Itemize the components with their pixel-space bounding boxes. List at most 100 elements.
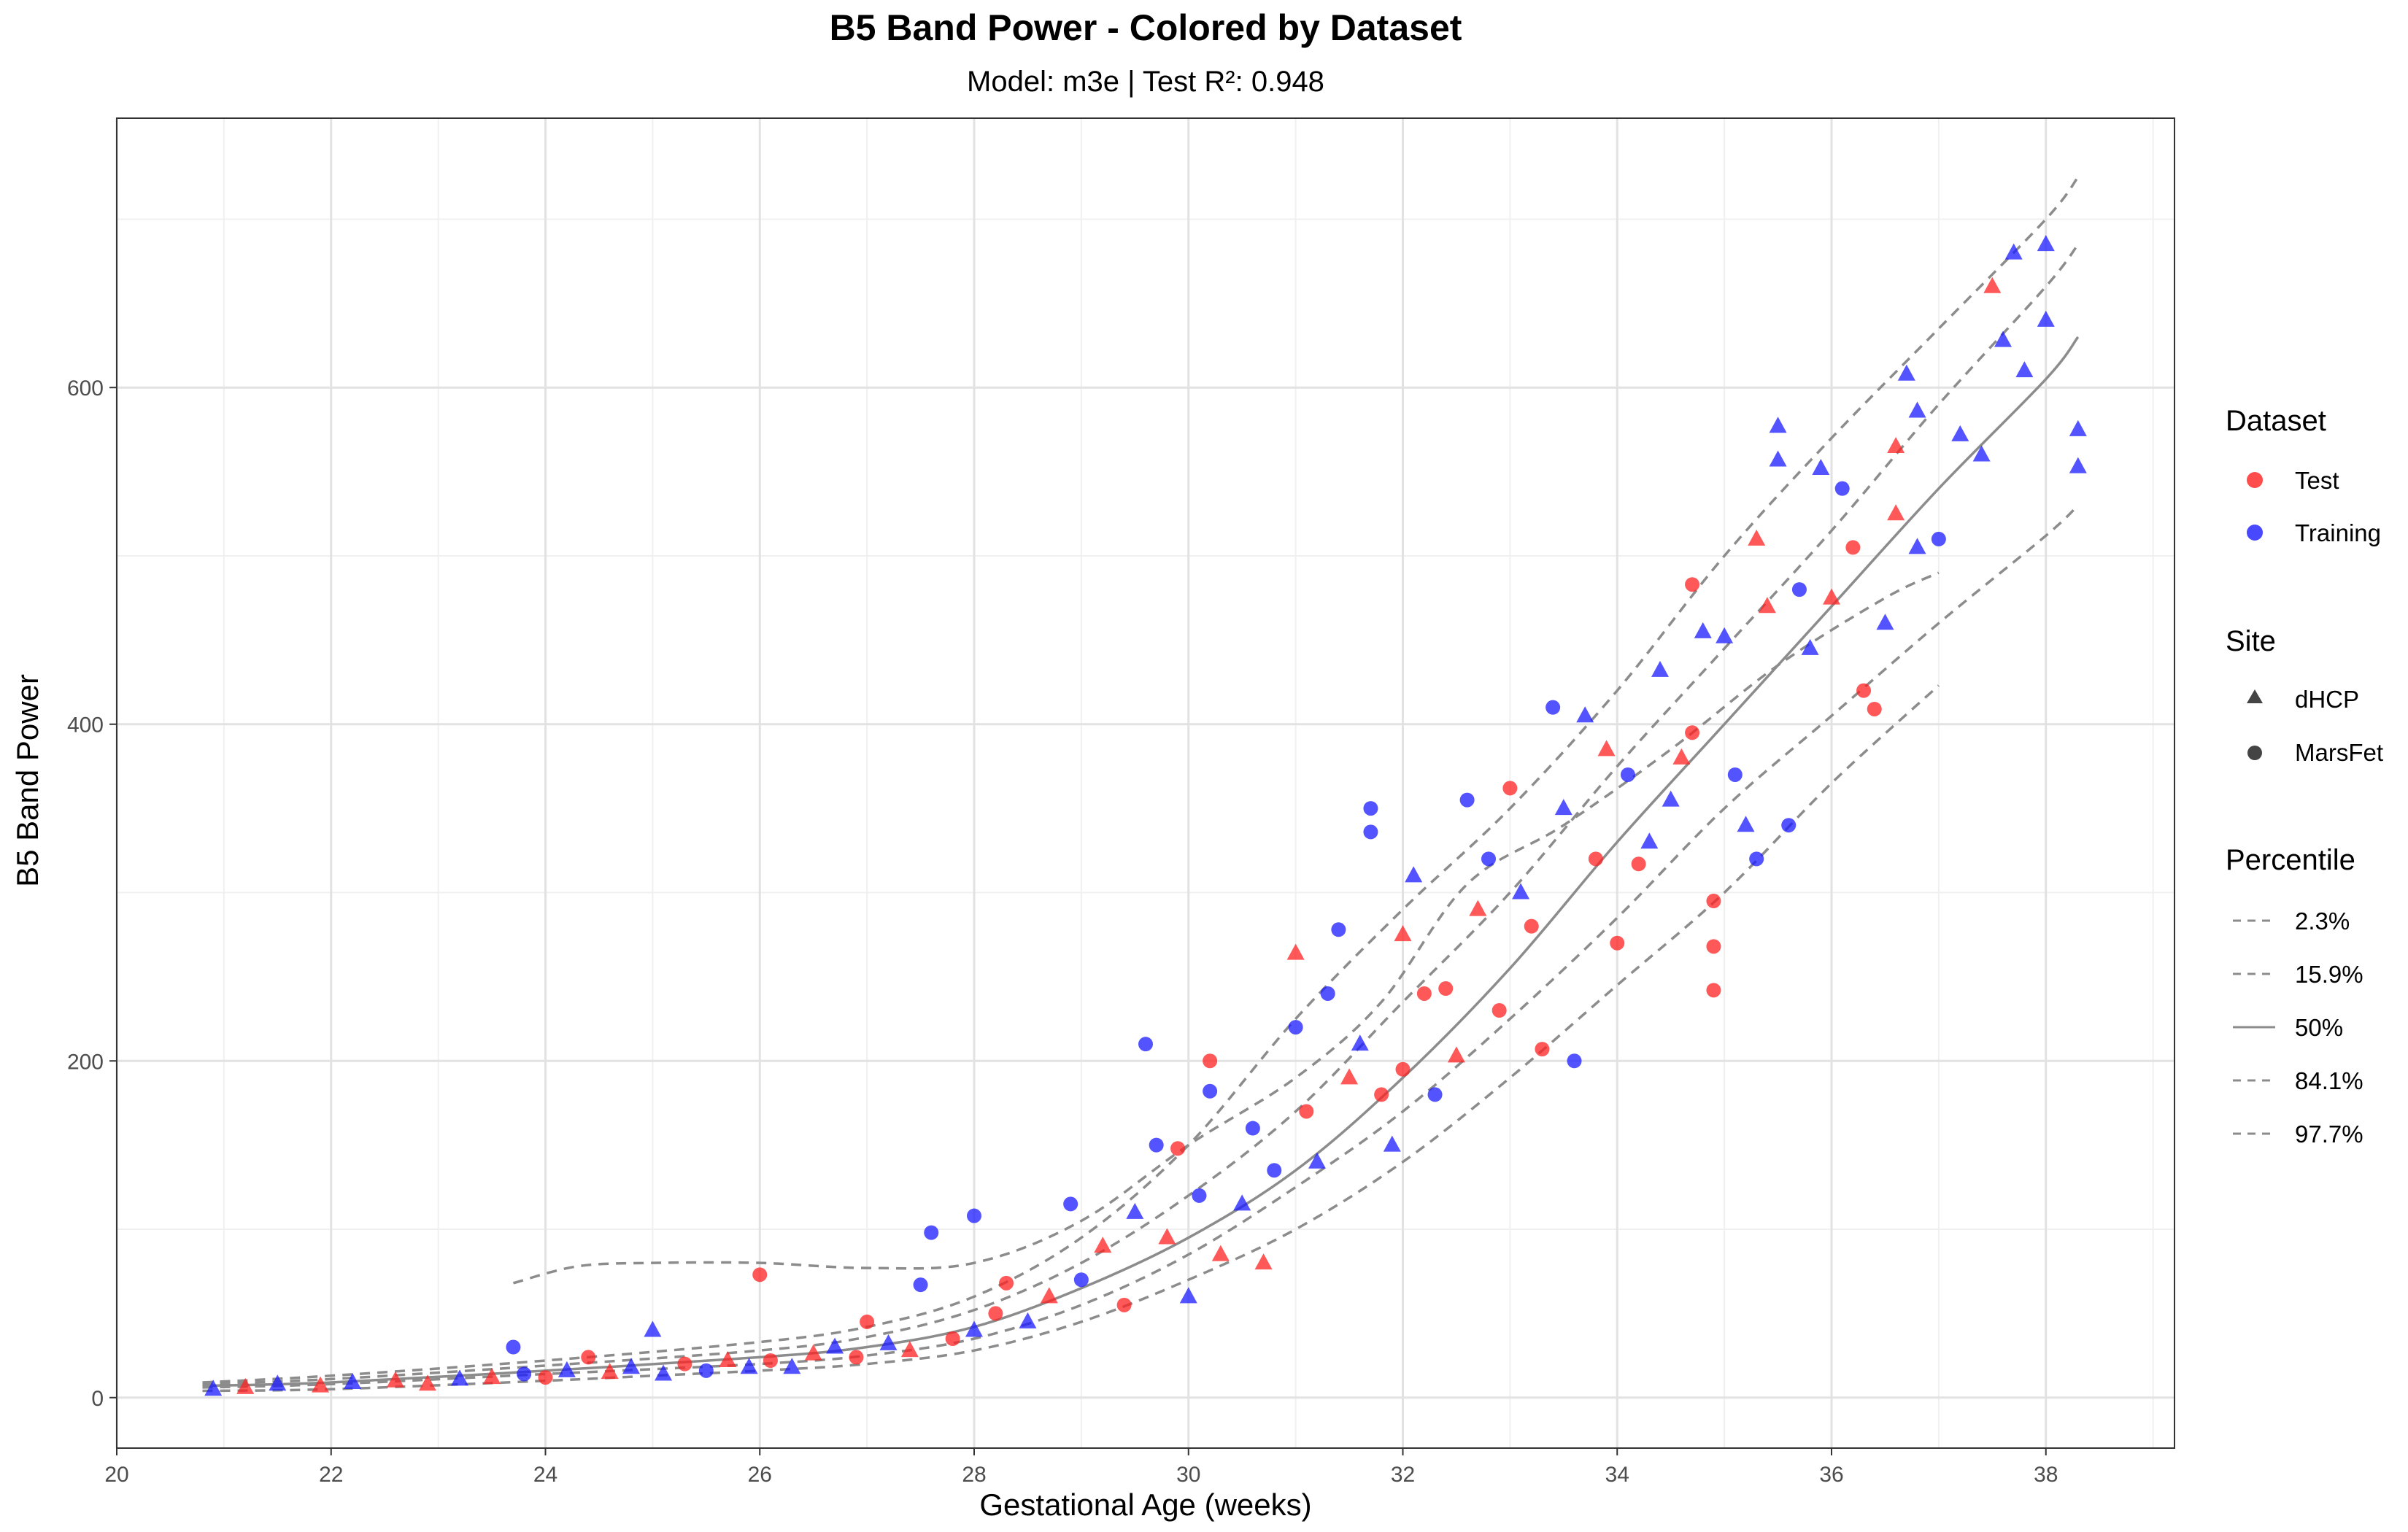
data-point-circle <box>988 1306 1003 1321</box>
data-point-triangle <box>1748 529 1766 546</box>
data-point-triangle <box>1040 1287 1058 1304</box>
data-point-triangle <box>1597 740 1616 757</box>
data-point-circle <box>1192 1188 1207 1203</box>
data-point-circle <box>1524 918 1539 934</box>
legend-p98-label: 97.7% <box>2295 1121 2363 1148</box>
legend-dhcp-label: dHCP <box>2295 686 2359 713</box>
data-point-circle <box>1459 792 1475 808</box>
data-point-circle <box>698 1363 714 1378</box>
data-point-triangle <box>826 1337 844 1354</box>
legend-dhcp-key <box>2247 689 2263 703</box>
data-point-circle <box>1299 1104 1314 1119</box>
data-point-circle <box>581 1350 596 1365</box>
data-point-triangle <box>1812 458 1830 475</box>
data-point-circle <box>1363 801 1378 816</box>
data-point-circle <box>1620 767 1635 782</box>
percentile-curve <box>202 684 1940 1393</box>
data-point-triangle <box>1651 660 1669 677</box>
data-point-triangle <box>1233 1194 1251 1211</box>
data-point-triangle <box>2015 361 2034 378</box>
data-point-circle <box>945 1331 960 1347</box>
data-point-circle <box>677 1356 692 1372</box>
data-point-triangle <box>1887 436 1905 453</box>
percentile-curve <box>202 504 2080 1389</box>
data-point-triangle <box>1469 900 1487 916</box>
data-point-triangle <box>1672 748 1691 765</box>
data-point-triangle <box>1994 330 2012 347</box>
data-point-circle <box>1931 531 1946 546</box>
data-point-triangle <box>783 1358 801 1374</box>
data-point-triangle <box>1769 450 1787 467</box>
x-tick-label: 22 <box>319 1463 343 1487</box>
data-point-triangle <box>1640 832 1659 849</box>
x-tick-label: 24 <box>533 1463 557 1487</box>
data-point-circle <box>1481 851 1496 867</box>
data-point-triangle <box>1983 276 2002 293</box>
data-point-circle <box>1588 851 1603 867</box>
legend-p2-label: 2.3% <box>2295 908 2350 935</box>
data-point-circle <box>763 1353 778 1369</box>
data-point-triangle <box>1158 1228 1176 1245</box>
data-point-circle <box>1331 922 1346 937</box>
x-tick-label: 28 <box>962 1463 986 1487</box>
data-point-triangle <box>1211 1245 1230 1261</box>
data-point-circle <box>913 1277 928 1293</box>
plot-area: 20 22 24 26 28 30 32 34 36 38 0 200 400 600 <box>67 117 2175 1487</box>
data-point-circle <box>1791 582 1807 597</box>
data-point-circle <box>1867 701 1882 716</box>
y-tick-label: 0 <box>91 1387 104 1411</box>
data-point-circle <box>1749 851 1764 867</box>
data-point-circle <box>1567 1053 1582 1069</box>
data-point-circle <box>538 1370 553 1385</box>
legend-test-key <box>2247 472 2263 488</box>
y-tick-label: 600 <box>67 376 104 401</box>
data-point-triangle <box>312 1376 330 1393</box>
data-point-circle <box>1063 1196 1078 1212</box>
data-point-circle <box>1073 1272 1089 1288</box>
data-point-circle <box>1203 1053 1218 1069</box>
data-point-triangle <box>740 1358 758 1374</box>
data-point-triangle <box>1908 401 1926 418</box>
data-point-circle <box>1374 1087 1389 1102</box>
data-point-triangle <box>644 1320 662 1337</box>
data-point-circle <box>1288 1020 1303 1035</box>
data-point-circle <box>1631 856 1646 872</box>
legend-test-label: Test <box>2295 467 2339 494</box>
data-point-triangle <box>1576 706 1594 723</box>
data-point-triangle <box>418 1374 436 1391</box>
data-point-triangle <box>557 1361 576 1377</box>
data-point-triangle <box>1887 504 1905 521</box>
data-point-triangle <box>1019 1312 1037 1328</box>
data-point-triangle <box>1351 1034 1369 1051</box>
data-point-triangle <box>965 1320 983 1337</box>
data-point-triangle <box>1716 627 1734 643</box>
data-point-triangle <box>1286 943 1305 960</box>
data-point-circle <box>1727 767 1743 782</box>
data-point-triangle <box>1758 597 1776 614</box>
x-tick-label: 38 <box>2034 1463 2058 1487</box>
data-point-triangle <box>1554 799 1572 816</box>
data-point-circle <box>1685 577 1700 592</box>
data-point-circle <box>1427 1087 1443 1102</box>
data-point-circle <box>1363 824 1378 840</box>
x-tick-label: 30 <box>1176 1463 1200 1487</box>
data-point-triangle <box>601 1363 619 1380</box>
data-point-circle <box>1492 1003 1507 1018</box>
percentile-curve <box>512 571 1940 1285</box>
data-point-circle <box>752 1267 768 1283</box>
data-point-circle <box>860 1314 875 1329</box>
data-point-triangle <box>344 1373 362 1390</box>
data-point-triangle <box>1383 1135 1401 1152</box>
legend-p16-label: 15.9% <box>2295 961 2363 988</box>
y-tick-label: 400 <box>67 713 104 738</box>
data-point-circle <box>1845 540 1861 555</box>
data-point-circle <box>1416 986 1432 1001</box>
data-point-triangle <box>1254 1253 1273 1270</box>
legend-training-key <box>2247 525 2263 541</box>
x-tick-label: 36 <box>1819 1463 1843 1487</box>
data-point-triangle <box>1823 588 1840 605</box>
data-point-circle <box>1502 781 1518 796</box>
data-point-triangle <box>1897 364 1915 381</box>
data-point-circle <box>999 1275 1014 1291</box>
